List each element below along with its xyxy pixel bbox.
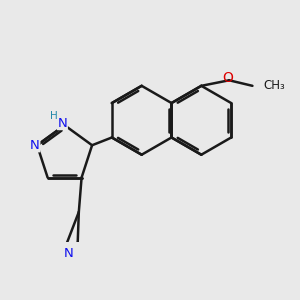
Text: N: N <box>30 139 40 152</box>
Text: N: N <box>58 117 67 130</box>
Text: N: N <box>64 247 74 260</box>
Text: O: O <box>222 71 233 85</box>
Text: H: H <box>50 111 58 122</box>
Text: CH₃: CH₃ <box>263 79 285 92</box>
